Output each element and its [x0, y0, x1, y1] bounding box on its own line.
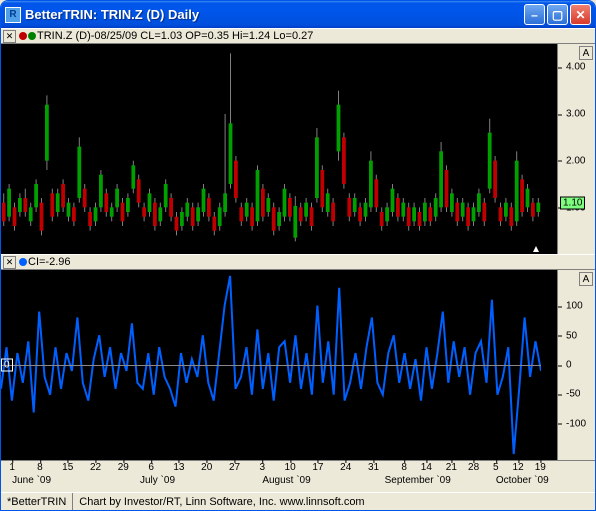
x-tick-label: 3 — [260, 462, 266, 473]
down-color-dot — [28, 32, 36, 40]
price-marker: 1.10 — [560, 196, 585, 209]
pane1-y-axis: A 4.003.002.001.00 1.10 — [557, 44, 595, 254]
pane1-header: ✕ TRIN.Z (D)-08/25/09 CL=1.03 OP=0.35 Hi… — [1, 28, 595, 44]
x-month-label: October `09 — [496, 475, 549, 486]
app-window: R BetterTRIN: TRIN.Z (D) Daily – ▢ ✕ ✕ T… — [0, 0, 596, 511]
x-tick-label: 31 — [368, 462, 379, 473]
close-button[interactable]: ✕ — [570, 4, 591, 25]
x-month-label: August `09 — [262, 475, 310, 486]
y-tick-label: -100 — [566, 418, 586, 429]
x-tick-label: 24 — [340, 462, 351, 473]
zero-label: 0 — [1, 359, 13, 372]
titlebar[interactable]: R BetterTRIN: TRIN.Z (D) Daily – ▢ ✕ — [1, 1, 595, 28]
x-tick-label: 10 — [285, 462, 296, 473]
x-tick-label: 27 — [229, 462, 240, 473]
x-tick-label: 17 — [312, 462, 323, 473]
y-tick-label: 2.00 — [566, 155, 585, 166]
maximize-button[interactable]: ▢ — [547, 4, 568, 25]
y-tick-label: 0 — [566, 360, 572, 371]
x-tick-label: 13 — [173, 462, 184, 473]
y-tick-label: -50 — [566, 389, 580, 400]
y-tick-label: 4.00 — [566, 62, 585, 73]
x-tick-label: 6 — [148, 462, 154, 473]
pane1-close-icon[interactable]: ✕ — [3, 30, 16, 43]
x-tick-label: 8 — [401, 462, 407, 473]
x-tick-label: 1 — [9, 462, 15, 473]
pane2-y-axis: A 100 50 0 -50 -100 — [557, 270, 595, 460]
app-icon: R — [5, 7, 21, 23]
candlestick-chart[interactable]: A 4.003.002.001.00 1.10 — [1, 44, 595, 254]
x-tick-label: 28 — [468, 462, 479, 473]
x-month-label: September `09 — [385, 475, 451, 486]
pane2-a-badge[interactable]: A — [579, 272, 593, 286]
x-tick-label: 22 — [90, 462, 101, 473]
x-tick-label: 19 — [535, 462, 546, 473]
up-color-dot — [19, 32, 27, 40]
x-month-label: June `09 — [12, 475, 51, 486]
candlestick-svg — [1, 44, 541, 254]
pane1-header-text: TRIN.Z (D)-08/25/09 CL=1.03 OP=0.35 Hi=1… — [37, 30, 313, 42]
indicator-chart[interactable]: 0 A 100 50 0 -50 -100 — [1, 270, 595, 460]
x-month-label: July `09 — [140, 475, 175, 486]
client-area: ✕ TRIN.Z (D)-08/25/09 CL=1.03 OP=0.35 Hi… — [1, 28, 595, 510]
x-tick-label: 8 — [37, 462, 43, 473]
x-tick-label: 15 — [62, 462, 73, 473]
pane2-header: ✕ CI=-2.96 — [1, 254, 595, 270]
statusbar-symbol: *BetterTRIN — [1, 493, 73, 510]
indicator-color-dot — [19, 258, 27, 266]
y-tick-label: 100 — [566, 301, 583, 312]
minimize-button[interactable]: – — [524, 4, 545, 25]
statusbar-credit: Chart by Investor/RT, Linn Software, Inc… — [73, 493, 595, 510]
x-tick-label: 21 — [446, 462, 457, 473]
y-tick-label: 3.00 — [566, 109, 585, 120]
zero-line — [1, 365, 541, 366]
x-tick-label: 5 — [493, 462, 499, 473]
y-tick-label: 50 — [566, 330, 577, 341]
pane1-a-badge[interactable]: A — [579, 46, 593, 60]
pane2-header-text: CI=-2.96 — [28, 256, 71, 268]
statusbar: *BetterTRIN Chart by Investor/RT, Linn S… — [1, 492, 595, 510]
x-tick-label: 14 — [421, 462, 432, 473]
pane2-close-icon[interactable]: ✕ — [3, 256, 16, 269]
window-title: BetterTRIN: TRIN.Z (D) Daily — [25, 7, 522, 22]
x-tick-label: 20 — [201, 462, 212, 473]
x-tick-label: 12 — [513, 462, 524, 473]
x-tick-label: 29 — [118, 462, 129, 473]
time-axis: 1 8 15 22 29 6 13 20 27 3 10 17 24 31 8 14 21 28 5 12 19 June… — [1, 460, 595, 492]
